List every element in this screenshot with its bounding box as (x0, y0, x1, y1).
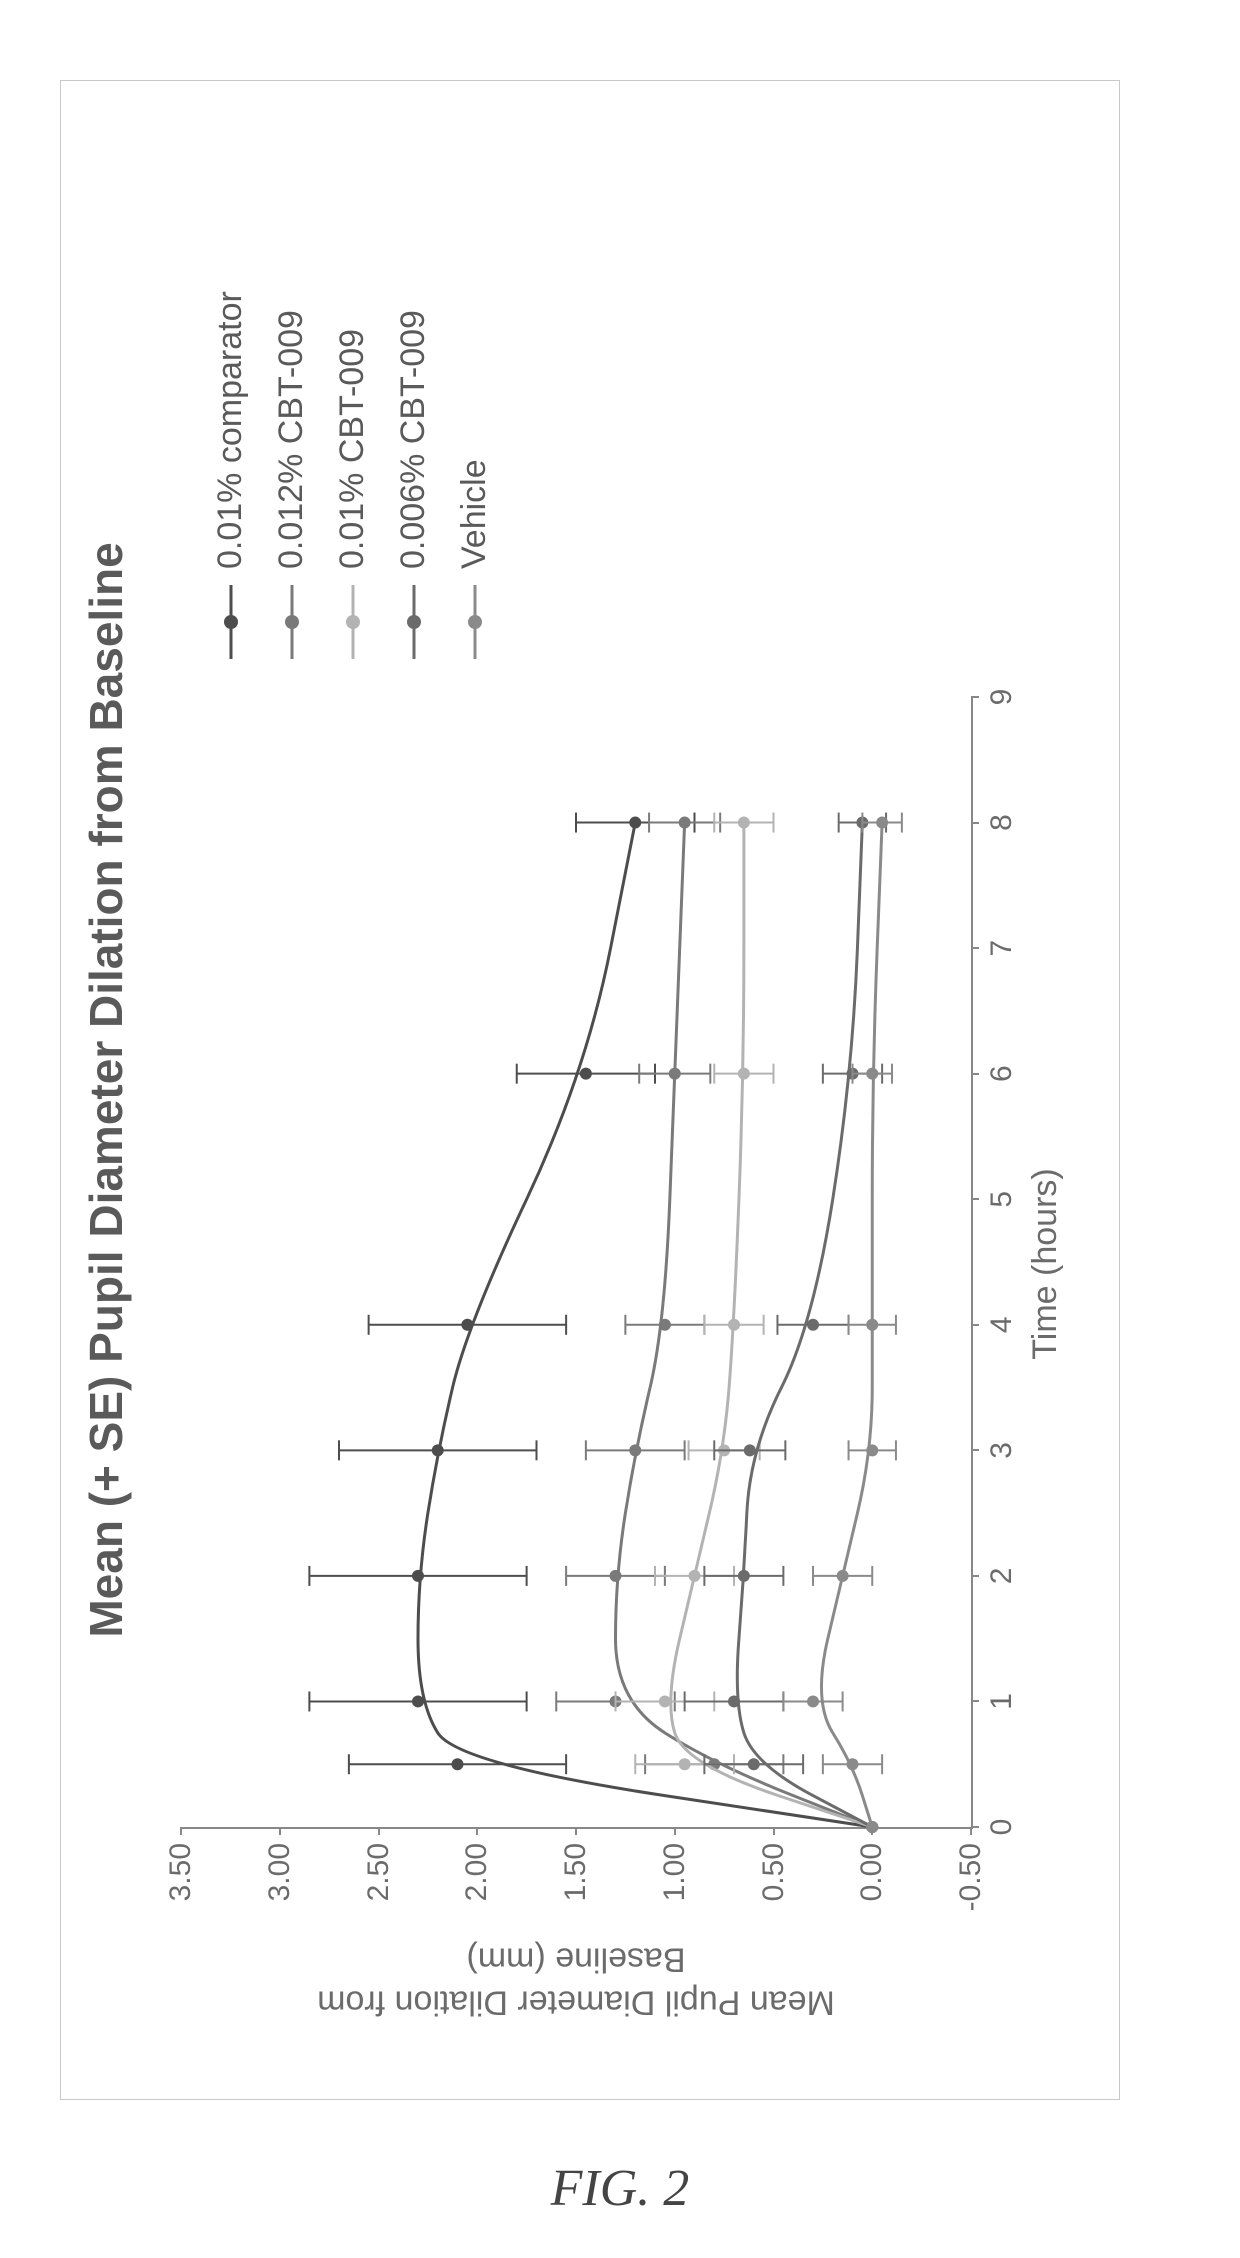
plot-svg (181, 697, 971, 1827)
legend-item: 0.006% CBT-009 (394, 291, 433, 659)
chart-border: Mean (+ SE) Pupil Diameter Dilation from… (60, 80, 1120, 2100)
y-tick-label: 1.50 (559, 1827, 593, 1937)
series-marker (659, 1695, 671, 1707)
y-axis-label-line1: Mean Pupil Diameter Dilation from (317, 1984, 835, 2022)
legend-label: 0.01% CBT-009 (333, 329, 372, 569)
plot-area: -0.500.000.501.001.502.002.503.003.50012… (181, 697, 973, 1829)
x-tick-mark (971, 1575, 979, 1577)
y-tick-mark (180, 1827, 182, 1835)
y-tick-label: 2.50 (362, 1827, 396, 1937)
legend-label: 0.01% comparator (211, 291, 250, 569)
series-marker (679, 1758, 691, 1770)
y-tick-label: 3.50 (164, 1827, 198, 1937)
legend-item: 0.01% comparator (211, 291, 250, 659)
series-marker (866, 1319, 878, 1331)
legend-label: 0.012% CBT-009 (272, 310, 311, 569)
series-marker (847, 1758, 859, 1770)
series-marker (728, 1695, 740, 1707)
x-axis-label: Time (hours) (1026, 699, 1065, 1829)
chart-title: Mean (+ SE) Pupil Diameter Dilation from… (79, 81, 133, 2099)
series-marker (629, 817, 641, 829)
y-axis-label: Mean Pupil Diameter Dilation from Baseli… (317, 1939, 835, 2024)
legend-swatch (461, 585, 489, 659)
series-marker (452, 1758, 464, 1770)
series-marker (744, 1444, 756, 1456)
y-tick-label: 0.00 (855, 1827, 889, 1937)
x-tick-mark (971, 696, 979, 698)
series-marker (629, 1444, 641, 1456)
series-marker (679, 817, 691, 829)
legend-label: Vehicle (455, 459, 494, 569)
y-tick-label: 2.00 (460, 1827, 494, 1937)
x-tick-mark (971, 1449, 979, 1451)
x-tick-mark (971, 1324, 979, 1326)
series-marker (412, 1570, 424, 1582)
series-marker (876, 817, 888, 829)
series-marker (738, 1570, 750, 1582)
legend-swatch (217, 585, 245, 659)
figure-caption: FIG. 2 (0, 2159, 1240, 2218)
series-marker (738, 817, 750, 829)
y-tick-label: 0.50 (757, 1827, 791, 1937)
y-tick-mark (871, 1827, 873, 1835)
legend-swatch (339, 585, 367, 659)
y-tick-mark (476, 1827, 478, 1835)
y-tick-mark (575, 1827, 577, 1835)
x-tick-mark (971, 822, 979, 824)
x-tick-mark (971, 1073, 979, 1075)
legend-swatch (400, 585, 428, 659)
x-tick-mark (971, 1826, 979, 1828)
series-marker (807, 1695, 819, 1707)
y-axis-label-wrap: Mean Pupil Diameter Dilation from Baseli… (181, 1951, 971, 2011)
legend-swatch (278, 585, 306, 659)
legend: 0.01% comparator 0.012% CBT-009 0.01% CBT-… (211, 291, 516, 659)
legend-label: 0.006% CBT-009 (394, 310, 433, 569)
rotation-frame: Mean (+ SE) Pupil Diameter Dilation from… (40, 40, 1200, 2140)
series-marker (748, 1758, 760, 1770)
y-tick-label: -0.50 (954, 1827, 988, 1937)
y-tick-label: 1.00 (658, 1827, 692, 1937)
y-tick-mark (378, 1827, 380, 1835)
series-marker (412, 1695, 424, 1707)
series-marker (837, 1570, 849, 1582)
series-marker (689, 1570, 701, 1582)
legend-item: Vehicle (455, 291, 494, 659)
chart-landscape-canvas: Mean (+ SE) Pupil Diameter Dilation from… (40, 40, 1200, 2140)
y-tick-mark (279, 1827, 281, 1835)
series-marker (728, 1319, 740, 1331)
y-tick-mark (674, 1827, 676, 1835)
series-marker (866, 1068, 878, 1080)
y-tick-label: 3.00 (263, 1827, 297, 1937)
y-tick-mark (773, 1827, 775, 1835)
page-root: Mean (+ SE) Pupil Diameter Dilation from… (0, 0, 1240, 2258)
series-marker (738, 1068, 750, 1080)
x-tick-mark (971, 1700, 979, 1702)
series-marker (807, 1319, 819, 1331)
x-tick-mark (971, 1198, 979, 1200)
series-marker (580, 1068, 592, 1080)
series-marker (866, 1444, 878, 1456)
series-marker (659, 1319, 671, 1331)
series-marker (669, 1068, 681, 1080)
legend-item: 0.01% CBT-009 (333, 291, 372, 659)
series-marker (610, 1570, 622, 1582)
x-tick-mark (971, 947, 979, 949)
y-axis-label-line2: Baseline (mm) (466, 1941, 685, 1979)
series-marker (461, 1319, 473, 1331)
legend-item: 0.012% CBT-009 (272, 291, 311, 659)
series-marker (432, 1444, 444, 1456)
